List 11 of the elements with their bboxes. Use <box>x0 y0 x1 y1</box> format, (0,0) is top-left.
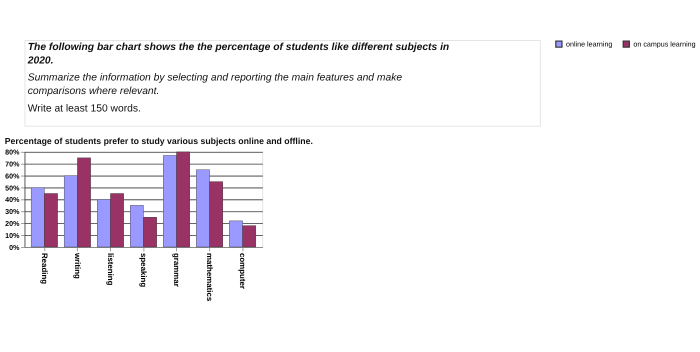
x-tick-label: mathematics <box>205 252 214 302</box>
text: The following bar chart shows the the percentage of students like different subjects in 2020. <box>26 42 450 66</box>
x-tick-label: writing <box>73 252 82 280</box>
x-tick-label: speaking <box>139 252 148 288</box>
x-tick-label: computer <box>238 252 248 289</box>
text: Summarize the information by selecting and reporting the main features and make comparisons where relevant. <box>28 72 402 98</box>
chart-title: Percentage of students prefer to study various subjects online and offline. <box>4 136 313 146</box>
x-tick-label: Reading <box>40 252 50 284</box>
text: Write at least 150 words. <box>28 103 141 114</box>
x-tick-label: grammar <box>172 252 182 287</box>
x-tick-label: listening <box>106 252 116 286</box>
